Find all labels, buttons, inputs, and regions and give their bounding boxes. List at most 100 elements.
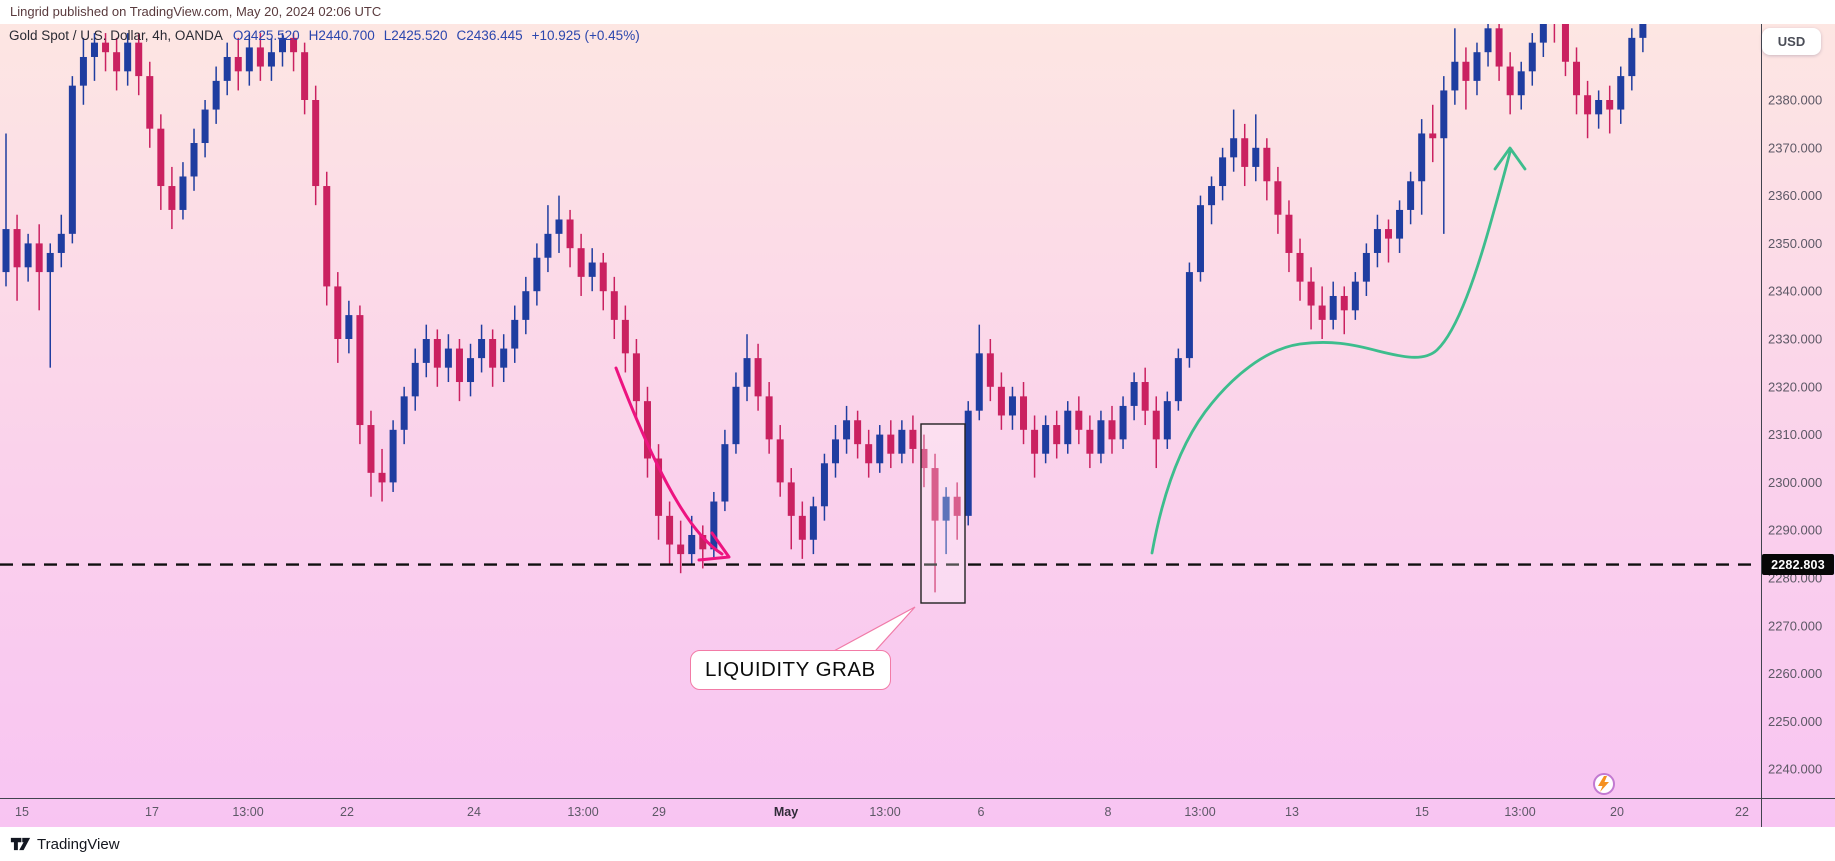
candle-body xyxy=(179,176,187,210)
candle-body xyxy=(522,291,530,320)
candle-body xyxy=(234,56,242,72)
candle-body xyxy=(621,319,629,354)
candle-body xyxy=(157,128,165,187)
candle-body xyxy=(1208,186,1216,206)
candle-body xyxy=(865,444,873,464)
candle-body xyxy=(1484,28,1492,53)
price-tick-label: 2240.000 xyxy=(1768,762,1822,777)
candle-body xyxy=(1174,358,1182,402)
candle-body xyxy=(489,339,497,368)
tradingview-logo-icon xyxy=(10,837,31,851)
candle-body xyxy=(146,76,154,129)
candle-body xyxy=(666,515,674,545)
candle-body xyxy=(1185,272,1193,359)
price-tick-label: 2300.000 xyxy=(1768,475,1822,490)
candle-body xyxy=(190,143,198,177)
candle-body xyxy=(942,496,950,521)
candle-body xyxy=(290,37,298,53)
price-tick-label: 2310.000 xyxy=(1768,427,1822,442)
symbol-legend[interactable]: Gold Spot / U.S. Dollar, 4h, OANDA O2425.… xyxy=(9,28,649,43)
candle-body xyxy=(809,506,817,540)
candle-body xyxy=(135,42,143,77)
tradingview-footer-link[interactable]: TradingView xyxy=(10,836,120,853)
candle-body xyxy=(478,339,486,359)
lightning-icon[interactable] xyxy=(1593,773,1615,795)
candle-body xyxy=(279,37,286,53)
candle-body xyxy=(1584,95,1592,115)
candle-body xyxy=(367,425,375,473)
candle-body xyxy=(920,448,928,469)
candle-body xyxy=(455,348,463,383)
candle-body xyxy=(1130,382,1138,406)
candle-body xyxy=(887,434,895,454)
candle-body xyxy=(610,291,618,320)
footer: TradingView xyxy=(0,827,1835,861)
candle-body xyxy=(1318,305,1326,320)
time-tick-label: 13:00 xyxy=(567,805,598,819)
candle-body xyxy=(68,85,76,234)
candle-body xyxy=(1595,100,1603,115)
up-arrowhead-icon xyxy=(1493,146,1527,171)
candle-body xyxy=(798,515,806,540)
candle-body xyxy=(1606,100,1614,110)
candle-body xyxy=(1230,138,1238,158)
candle-body xyxy=(854,420,862,445)
ohlc-close: C2436.445 xyxy=(456,28,523,43)
liquidity-grab-label[interactable]: LIQUIDITY GRAB xyxy=(690,650,891,690)
candle-body xyxy=(1307,281,1315,306)
candle-body xyxy=(909,429,917,449)
candle-body xyxy=(1351,281,1359,311)
candle-body xyxy=(1396,209,1404,239)
candle-body xyxy=(444,348,452,368)
candle-body xyxy=(1373,229,1381,253)
down-arrowhead-icon xyxy=(697,531,731,562)
price-tick-label: 2340.000 xyxy=(1768,284,1822,299)
candle-body xyxy=(544,233,552,258)
candle-body xyxy=(743,358,751,387)
currency-usd-button[interactable]: USD xyxy=(1762,28,1821,55)
candle-body xyxy=(1429,133,1437,139)
candle-body xyxy=(898,429,906,454)
time-tick-label: 20 xyxy=(1610,805,1624,819)
candle-body xyxy=(599,262,607,292)
price-tick-label: 2290.000 xyxy=(1768,523,1822,538)
price-tick-label: 2350.000 xyxy=(1768,236,1822,251)
candle-body xyxy=(1385,229,1392,239)
candle-body xyxy=(1086,429,1094,454)
candle-body xyxy=(1573,61,1581,96)
candle-body xyxy=(820,463,828,507)
candle-body xyxy=(267,52,275,67)
candle-body xyxy=(400,396,408,430)
candle-body xyxy=(511,319,519,349)
time-tick-label: 13:00 xyxy=(869,805,900,819)
candle-body xyxy=(1053,425,1061,445)
candle-body xyxy=(1639,13,1647,38)
candle-body xyxy=(57,233,65,253)
candle-body xyxy=(1329,295,1337,320)
candle-body xyxy=(566,219,574,249)
candle-body xyxy=(1119,405,1127,440)
candle-body xyxy=(1418,133,1426,182)
candle-body xyxy=(1296,252,1304,282)
candle-body xyxy=(787,482,795,516)
candle-body xyxy=(1097,420,1105,454)
down-arrow-curve xyxy=(614,366,724,556)
level-price-tag: 2282.803 xyxy=(1762,554,1834,576)
candle-body xyxy=(754,358,762,397)
candle-body xyxy=(256,47,264,67)
time-tick-label: 29 xyxy=(652,805,666,819)
candle-body xyxy=(1539,13,1547,43)
candle-body xyxy=(467,358,475,383)
candle-body xyxy=(378,472,386,483)
time-tick-label: 24 xyxy=(467,805,481,819)
candle-body xyxy=(1064,410,1072,445)
time-axis[interactable]: 15 17 13:00 22 24 13:00 29 May 13:00 6 8 13:00 13 15 1… xyxy=(15,805,1749,819)
price-axis[interactable]: 2380.000 2370.000 2360.000 2350.000 2340.000… xyxy=(1768,93,1822,777)
candle-body xyxy=(1561,23,1569,62)
candle-body xyxy=(201,109,209,144)
candle-body xyxy=(212,80,220,110)
candle-body xyxy=(312,100,320,187)
candle-body xyxy=(677,544,685,555)
